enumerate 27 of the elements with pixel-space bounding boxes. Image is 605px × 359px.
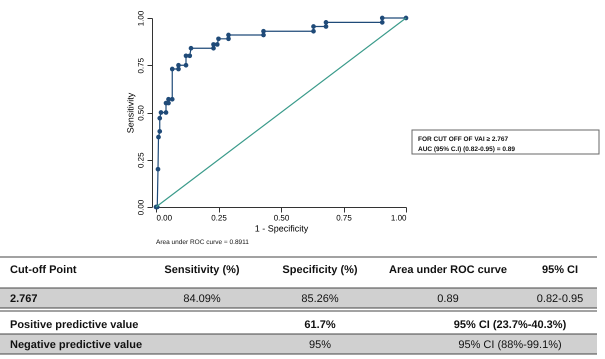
y-axis-title: Sensitivity xyxy=(126,92,136,134)
text: Specificity (%) xyxy=(282,264,358,276)
text: 95% xyxy=(308,339,332,351)
text: 85.26% xyxy=(301,293,339,305)
x-tick-label: 1.00 xyxy=(390,214,408,222)
y-tick-label: 0.50 xyxy=(136,104,146,121)
text: 61.7% xyxy=(304,319,336,331)
text: 95% CI (88%-99.1%) xyxy=(458,339,562,351)
text: Positive predictive value xyxy=(10,319,138,331)
text: 84.09% xyxy=(183,293,221,305)
x-tick-label: 0.00 xyxy=(156,214,173,222)
text: Negative predictive value xyxy=(10,339,142,351)
text: 2.767 xyxy=(10,293,38,305)
text: Sensitivity (%) xyxy=(164,264,240,276)
text: 95% CI (23.7%-40.3%) xyxy=(454,319,567,331)
y-tick-label: 1.00 xyxy=(136,10,146,26)
y-tick-label: 0.25 xyxy=(136,152,146,168)
x-axis-title: 1 - Specificity xyxy=(254,224,309,234)
x-tick-label: 0.25 xyxy=(211,214,228,222)
y-tick-label: 0.75 xyxy=(136,57,146,74)
text: 0.82-0.95 xyxy=(536,293,584,305)
text: Area under ROC curve xyxy=(389,264,507,276)
x-tick-label: 0.75 xyxy=(336,214,352,222)
text: 0.89 xyxy=(437,293,459,305)
text: Cut-off Point xyxy=(10,264,77,276)
text: 95% CI xyxy=(542,264,578,276)
x-tick-label: 0.50 xyxy=(274,214,290,222)
